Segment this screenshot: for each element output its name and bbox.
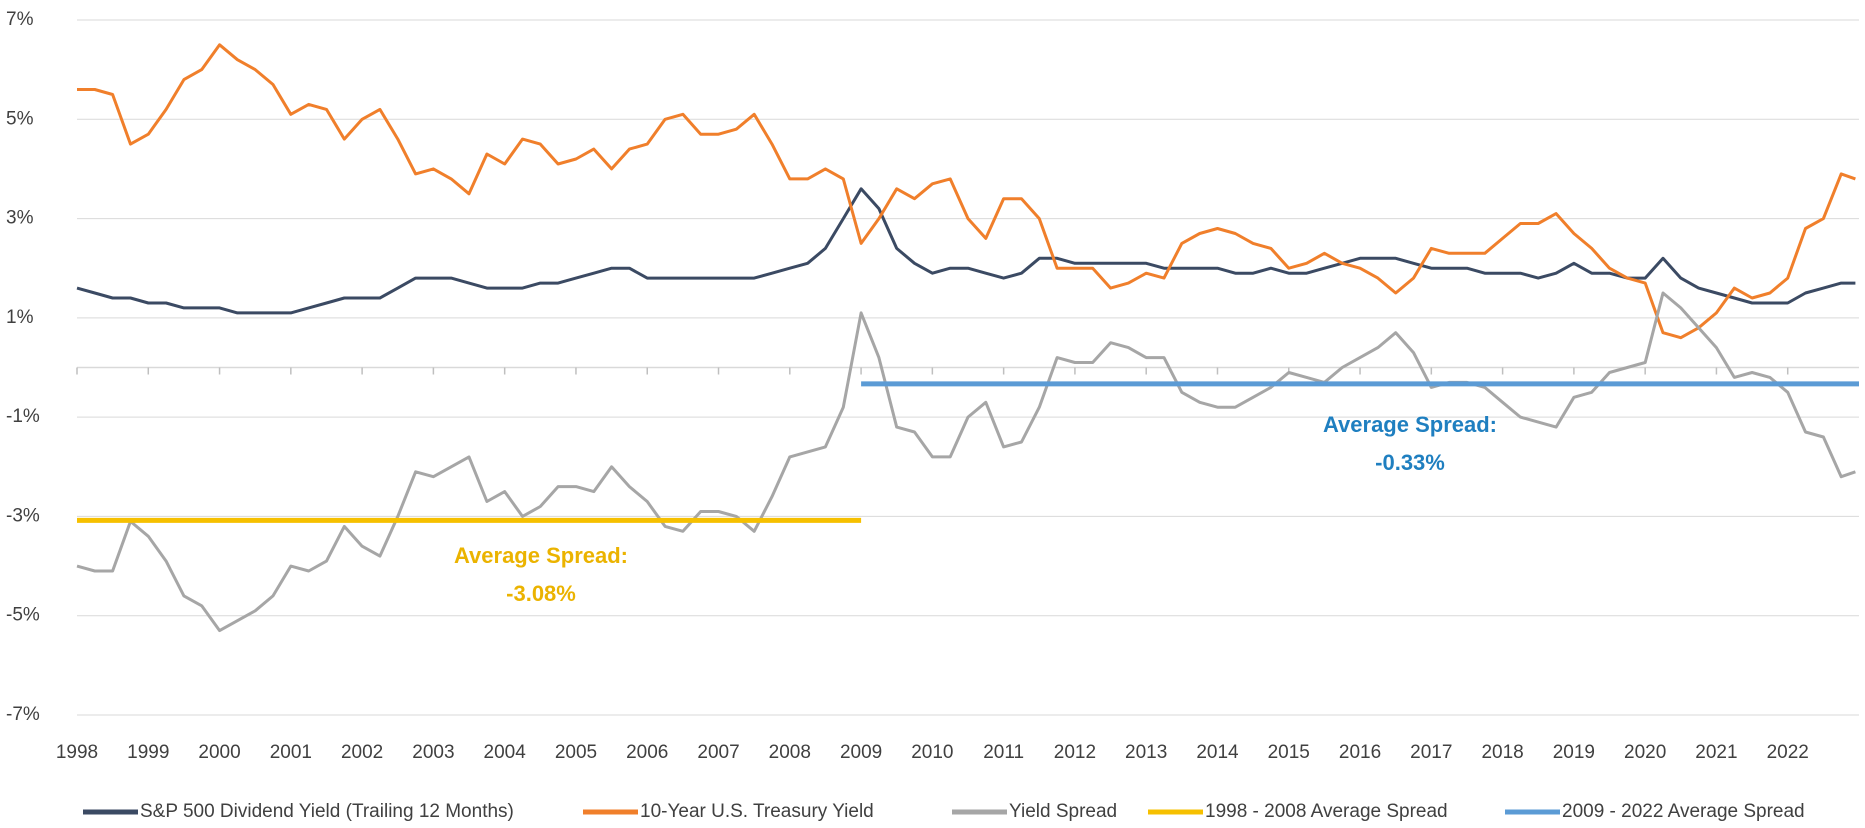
legend-label: 1998 - 2008 Average Spread (1205, 801, 1448, 822)
y-tick-label: 5% (6, 108, 34, 129)
series-line (76, 187, 1856, 315)
annotation: -0.33% (1375, 450, 1445, 475)
y-tick-label: -5% (6, 605, 40, 626)
x-tick-label: 2020 (1624, 742, 1666, 763)
x-tick-label: 2017 (1410, 742, 1452, 763)
x-tick-label: 2010 (911, 742, 953, 763)
y-tick-label: -7% (6, 704, 40, 725)
x-tick-label: 2008 (769, 742, 811, 763)
x-tick-label: 2014 (1196, 742, 1239, 763)
x-tick-label: 2002 (341, 742, 383, 763)
x-tick-label: 2015 (1268, 742, 1310, 763)
x-tick-label: 2006 (626, 742, 668, 763)
x-tick-label: 1998 (56, 742, 98, 763)
x-tick-label: 2007 (697, 742, 739, 763)
x-tick-label: 2016 (1339, 742, 1381, 763)
x-tick-label: 2004 (484, 742, 527, 763)
x-tick-label: 2000 (198, 742, 240, 763)
x-tick-label: 2012 (1054, 742, 1096, 763)
legend-label: 2009 - 2022 Average Spread (1562, 801, 1805, 822)
x-tick-label: 2005 (555, 742, 597, 763)
x-tick-label: 2022 (1767, 742, 1809, 763)
x-tick-label: 2019 (1553, 742, 1595, 763)
y-tick-label: -3% (6, 505, 40, 526)
y-tick-label: 1% (6, 307, 34, 328)
y-tick-label: -1% (6, 406, 40, 427)
x-tick-label: 2009 (840, 742, 882, 763)
y-tick-label: 3% (6, 208, 34, 229)
x-tick-label: 2001 (270, 742, 312, 763)
x-tick-label: 2018 (1481, 742, 1523, 763)
annotation: Average Spread: (454, 543, 628, 568)
x-tick-label: 2013 (1125, 742, 1167, 763)
x-tick-label: 2003 (412, 742, 454, 763)
annotation: Average Spread: (1323, 412, 1497, 437)
legend-label: 10-Year U.S. Treasury Yield (640, 801, 874, 822)
series-line (77, 43, 1856, 340)
x-tick-label: 2021 (1695, 742, 1737, 763)
x-tick-label: 2011 (983, 742, 1024, 763)
legend-label: S&P 500 Dividend Yield (Trailing 12 Mont… (140, 801, 514, 822)
y-tick-label: 7% (6, 9, 34, 30)
legend-label: Yield Spread (1009, 801, 1117, 822)
annotation: -3.08% (506, 581, 576, 606)
series-line (76, 291, 1856, 633)
x-tick-label: 1999 (127, 742, 169, 763)
